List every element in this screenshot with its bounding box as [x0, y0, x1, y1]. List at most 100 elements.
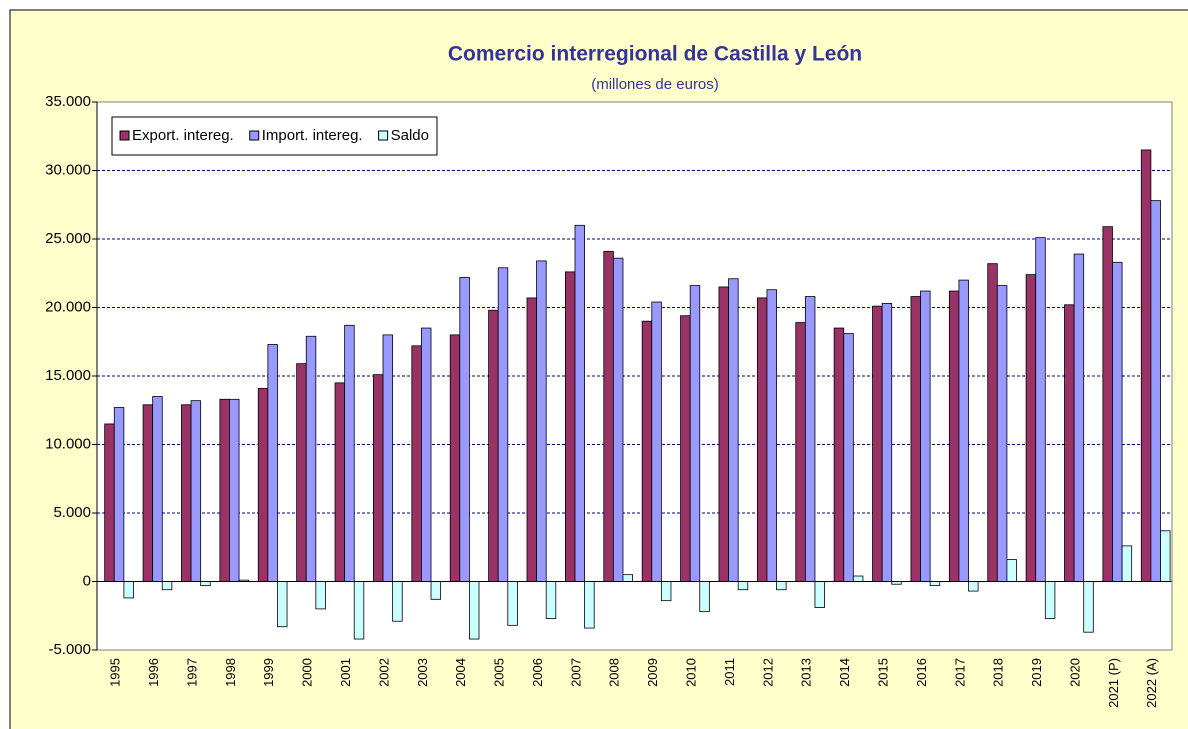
bar: [113, 407, 125, 582]
bar: [689, 285, 701, 582]
chart-title: Comercio interregional de Castilla y Leó…: [448, 43, 862, 66]
legend-swatch: [249, 130, 260, 141]
bar: [459, 276, 470, 582]
bar: [257, 387, 269, 582]
y-tick-label: 15.000: [45, 367, 91, 384]
bar: [699, 581, 710, 613]
bar: [411, 345, 422, 582]
bar: [344, 324, 355, 582]
bar: [641, 320, 653, 582]
x-tick-label: 2017: [952, 658, 967, 687]
x-tick-label: 1995: [108, 658, 123, 687]
bar: [488, 309, 499, 582]
bar: [430, 581, 442, 600]
bar: [219, 398, 230, 582]
bar: [574, 224, 585, 582]
bar: [660, 581, 672, 602]
bar: [1025, 274, 1037, 582]
bar: [564, 271, 576, 582]
bar: [277, 581, 288, 628]
y-tick-label: 20.000: [45, 298, 91, 315]
bar: [996, 285, 1008, 582]
bar: [804, 296, 816, 582]
bar: [920, 290, 931, 582]
x-tick-label: 2003: [415, 658, 430, 687]
bar: [305, 335, 317, 582]
bar: [142, 404, 154, 582]
bar: [152, 396, 163, 582]
x-tick-label: 2015: [875, 658, 890, 687]
bar: [881, 302, 893, 582]
bar: [718, 286, 729, 582]
legend-swatch: [378, 130, 389, 141]
y-tick-label: -5.000: [48, 641, 91, 658]
bar: [123, 581, 134, 599]
bar: [296, 363, 307, 582]
x-tick-label: 2001: [338, 658, 353, 687]
y-tick-label: 30.000: [45, 161, 91, 178]
bar: [603, 250, 614, 582]
x-tick-label: 2012: [760, 658, 775, 687]
y-tick-label: 25.000: [45, 230, 91, 247]
bar: [987, 263, 998, 582]
bar: [1006, 559, 1017, 582]
bar: [843, 333, 854, 582]
bar: [737, 581, 749, 591]
bar: [728, 278, 739, 582]
bar: [536, 260, 547, 582]
bar: [766, 289, 777, 582]
bar: [104, 423, 115, 582]
x-tick-label: 2022 (A): [1144, 658, 1159, 708]
bar: [795, 322, 806, 582]
bar: [776, 581, 787, 591]
bar: [756, 297, 768, 582]
bar: [229, 398, 240, 582]
bar: [469, 581, 480, 640]
bar: [1035, 237, 1046, 582]
bar: [622, 574, 633, 582]
x-tick-label: 2007: [568, 658, 583, 687]
bar: [421, 327, 432, 582]
bar: [353, 581, 365, 640]
bar: [545, 581, 557, 619]
x-tick-label: 2000: [300, 658, 315, 687]
bar: [872, 305, 883, 582]
bar: [814, 581, 825, 608]
legend-label: Import. intereg.: [262, 127, 363, 144]
legend: Export. intereg. Import. intereg. Saldo: [111, 116, 438, 156]
y-tick-label: 10.000: [45, 435, 91, 452]
bar: [1121, 545, 1133, 582]
bar: [161, 581, 173, 591]
bar: [526, 297, 537, 582]
bar: [1083, 581, 1094, 633]
x-tick-label: 2009: [645, 658, 660, 687]
x-tick-label: 2010: [684, 658, 699, 687]
x-tick-label: 2013: [799, 658, 814, 687]
bar: [680, 315, 691, 582]
x-tick-label: 2005: [492, 658, 507, 687]
bar: [1150, 200, 1161, 582]
y-tick-label: 0: [83, 572, 91, 589]
bar: [948, 290, 960, 582]
legend-label: Saldo: [391, 127, 429, 144]
bar: [852, 575, 864, 582]
x-tick-label: 2018: [991, 658, 1006, 687]
bar: [958, 279, 969, 582]
bar: [929, 581, 941, 587]
x-tick-label: 2014: [837, 658, 852, 687]
x-tick-label: 2011: [722, 658, 737, 686]
bar: [1160, 530, 1171, 582]
bar: [334, 382, 346, 582]
legend-label: Export. intereg.: [132, 127, 234, 144]
chart-subtitle: (millones de euros): [591, 76, 719, 93]
bar: [497, 267, 509, 582]
y-tick-label: 5.000: [53, 504, 91, 521]
bar: [373, 374, 384, 582]
x-tick-label: 2021 (P): [1106, 658, 1121, 708]
bar: [507, 581, 518, 626]
x-tick-label: 2008: [607, 658, 622, 687]
x-tick-label: 2006: [530, 658, 545, 687]
bar: [584, 581, 595, 629]
bar: [612, 257, 624, 582]
